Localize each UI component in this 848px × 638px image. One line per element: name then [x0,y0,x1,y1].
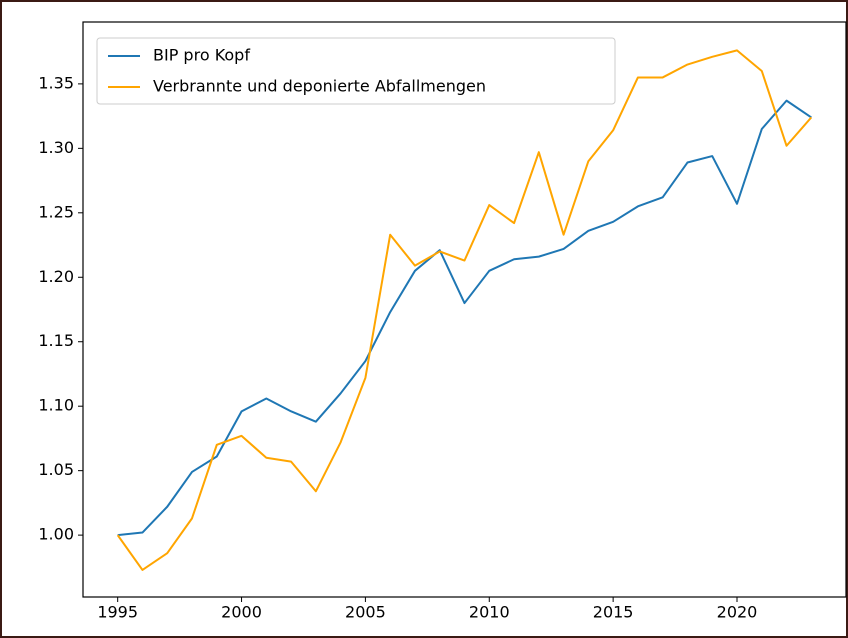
series-line [117,99,812,537]
y-tick-label: 1.10 [38,396,74,415]
series-line [116,49,813,571]
y-tick-label: 1.25 [38,202,74,221]
legend-box [96,37,616,105]
legend-label: Verbrannte und deponierte Abfallmengen [153,77,486,96]
y-tick-label: 1.20 [38,267,74,286]
x-tick-label: 2000 [221,603,262,622]
y-tick-label: 1.35 [38,73,74,92]
x-tick-label: 2005 [345,603,386,622]
x-tick-label: 2010 [469,603,510,622]
x-tick-label: 2020 [717,603,758,622]
x-tick-label: 2015 [593,603,634,622]
y-tick-label: 1.05 [38,460,74,479]
axes-frame [82,21,847,598]
legend-label: BIP pro Kopf [153,46,250,65]
y-tick-label: 1.15 [38,331,74,350]
y-tick-label: 1.00 [38,525,74,544]
x-tick-label: 1995 [97,603,138,622]
y-tick-label: 1.30 [38,138,74,157]
